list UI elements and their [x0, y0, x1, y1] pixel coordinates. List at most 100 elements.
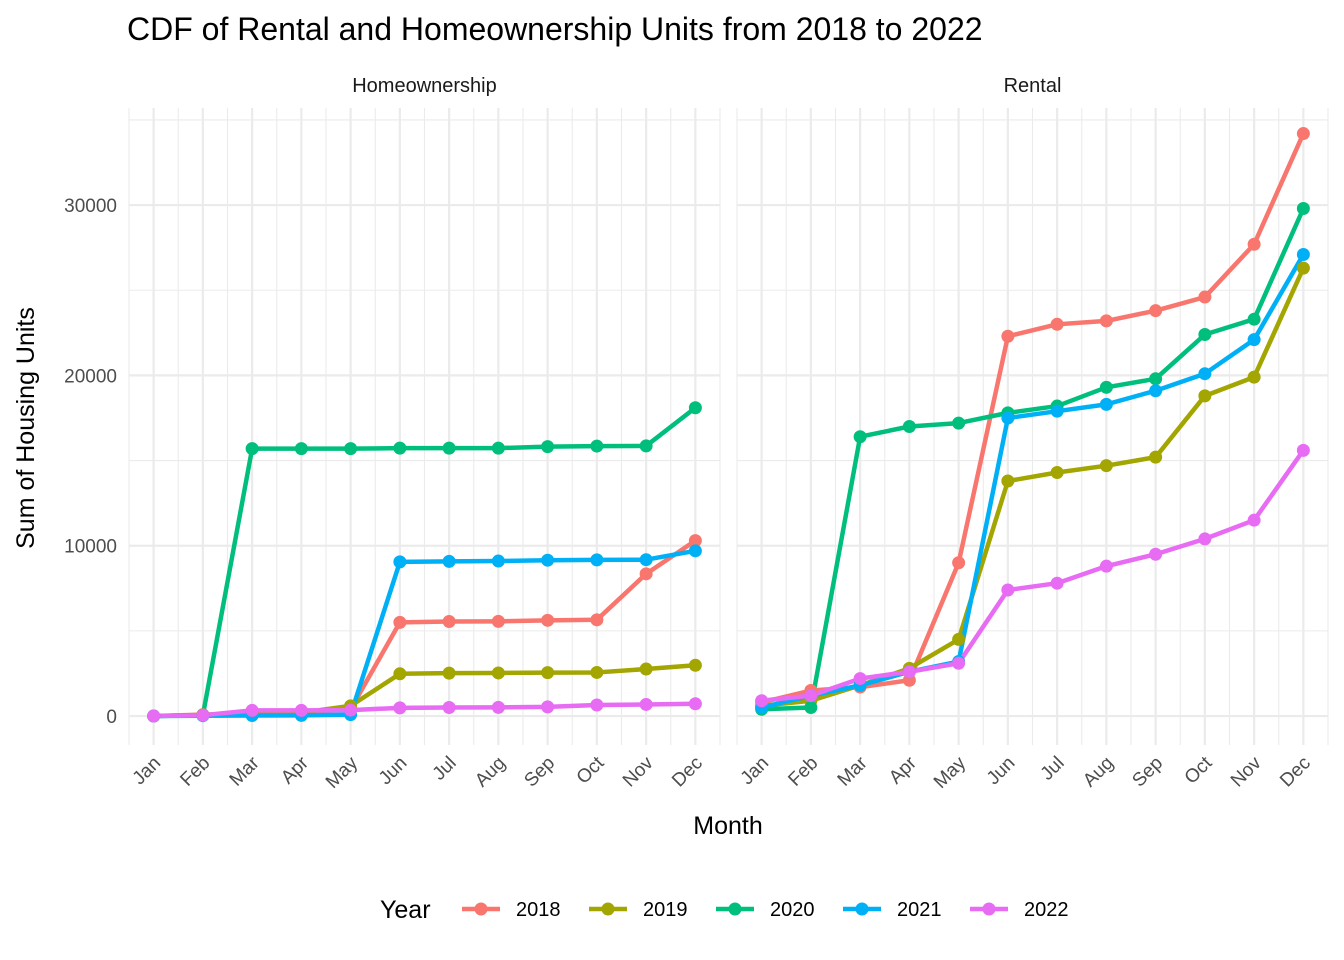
data-point-2022: [1099, 559, 1113, 573]
data-point-2022: [442, 701, 456, 715]
data-point-2021: [1247, 333, 1261, 347]
data-point-2020: [1198, 328, 1212, 342]
panel-rental: Rental Jan Feb Mar Apr May Jun Jul Aug Sep Oct Nov D…: [736, 75, 1329, 793]
data-point-2021: [1050, 404, 1064, 418]
series-line-2021: [761, 253, 1306, 710]
data-point-2022: [1198, 532, 1212, 546]
data-point-2022: [1247, 513, 1261, 527]
data-point-2019: [1050, 465, 1064, 479]
x-tick-label: Oct: [573, 752, 609, 788]
data-point-2020: [1247, 312, 1261, 326]
data-point-2019: [1001, 474, 1015, 488]
data-point-2022: [688, 697, 702, 711]
data-point-2022: [853, 672, 867, 686]
x-tick-label: Nov: [1227, 752, 1266, 791]
x-tick-label: Jul: [1037, 753, 1069, 785]
legend-entry-2020: 2020: [716, 899, 815, 921]
data-point-2020: [393, 441, 407, 455]
x-tick-label: Dec: [1276, 753, 1315, 792]
data-point-2022: [344, 703, 358, 717]
data-point-2021: [1099, 397, 1113, 411]
y-tick-label: 20000: [64, 366, 117, 387]
data-point-2020: [639, 439, 653, 453]
facet-strip-label: Rental: [1004, 75, 1062, 97]
data-point-2021: [1001, 411, 1015, 425]
data-point-2019: [1099, 459, 1113, 473]
data-point-2019: [639, 662, 653, 676]
x-tick-label: Nov: [619, 752, 658, 791]
data-point-2020: [344, 442, 358, 456]
legend-label: 2019: [643, 899, 688, 921]
x-tick-label: Jan: [129, 753, 166, 790]
series-line-2022: [761, 449, 1306, 703]
x-tick-label: Aug: [471, 753, 510, 792]
data-point-2018: [639, 567, 653, 581]
series-line-2022: [153, 701, 696, 719]
data-point-2018: [1149, 304, 1163, 318]
data-point-2018: [491, 614, 505, 628]
series-line-2020: [761, 207, 1306, 712]
x-tick-label: Apr: [885, 752, 921, 788]
x-tick-label: Mar: [226, 752, 264, 790]
data-point-2020: [902, 420, 916, 433]
data-point-2022: [1001, 583, 1015, 597]
y-tick-label: 30000: [64, 196, 117, 217]
data-point-2018: [1247, 237, 1261, 251]
legend-entry-2019: 2019: [589, 899, 688, 921]
data-point-2018: [393, 615, 407, 629]
legend-entry-2022: 2022: [970, 899, 1069, 921]
series-line-2020: [153, 405, 697, 719]
x-tick-label: Jul: [429, 753, 461, 785]
legend-label: 2020: [770, 899, 815, 921]
legend-title: Year: [380, 896, 431, 924]
data-point-2022: [393, 701, 407, 715]
data-point-2018: [1198, 290, 1212, 304]
data-point-2020: [1296, 201, 1310, 215]
y-tick-label: 0: [106, 707, 117, 728]
data-point-2019: [952, 632, 966, 646]
data-point-2019: [1296, 261, 1310, 275]
data-point-2022: [294, 703, 308, 717]
legend-label: 2021: [897, 899, 942, 921]
legend-label: 2022: [1024, 899, 1069, 921]
data-point-2021: [1296, 247, 1310, 261]
legend-entry-2018: 2018: [462, 899, 561, 921]
data-point-2021: [1149, 384, 1163, 398]
data-point-2021: [639, 553, 653, 567]
data-point-2022: [590, 698, 604, 712]
data-point-2022: [902, 665, 916, 679]
data-point-2022: [639, 697, 653, 711]
x-tick-label: Aug: [1079, 753, 1118, 792]
x-tick-label: Apr: [277, 752, 313, 788]
facet-panels: Homeownership 0 10000 20000 30000 Jan Feb Mar Ap…: [64, 75, 1329, 793]
data-point-2021: [491, 554, 505, 568]
data-point-2019: [1149, 450, 1163, 464]
x-tick-label: Jan: [737, 753, 774, 790]
data-point-2018: [1296, 127, 1310, 141]
data-point-2021: [393, 555, 407, 569]
legend: Year 2018 2019 2020 2021 2022: [380, 896, 1069, 924]
data-point-2022: [541, 700, 555, 714]
data-point-2018: [541, 613, 555, 627]
data-point-2019: [688, 658, 702, 672]
y-axis-title: Sum of Housing Units: [12, 307, 40, 549]
x-tick-label: Feb: [784, 753, 822, 791]
legend-key-point: [474, 902, 488, 916]
x-tick-label: Jun: [983, 753, 1020, 790]
data-point-2020: [245, 442, 259, 456]
data-point-2019: [541, 666, 555, 680]
x-tick-label: Dec: [668, 753, 707, 792]
data-point-2018: [590, 613, 604, 627]
data-point-2020: [442, 441, 456, 455]
data-point-2020: [541, 440, 555, 454]
data-point-2020: [294, 442, 308, 456]
legend-key-point: [728, 902, 742, 916]
legend-key-point: [982, 902, 996, 916]
y-tick-label: 10000: [64, 537, 117, 558]
data-point-2022: [1050, 576, 1064, 590]
data-point-2019: [393, 667, 407, 681]
data-point-2018: [1099, 314, 1113, 328]
data-point-2019: [1198, 389, 1212, 403]
data-point-2021: [442, 554, 456, 568]
